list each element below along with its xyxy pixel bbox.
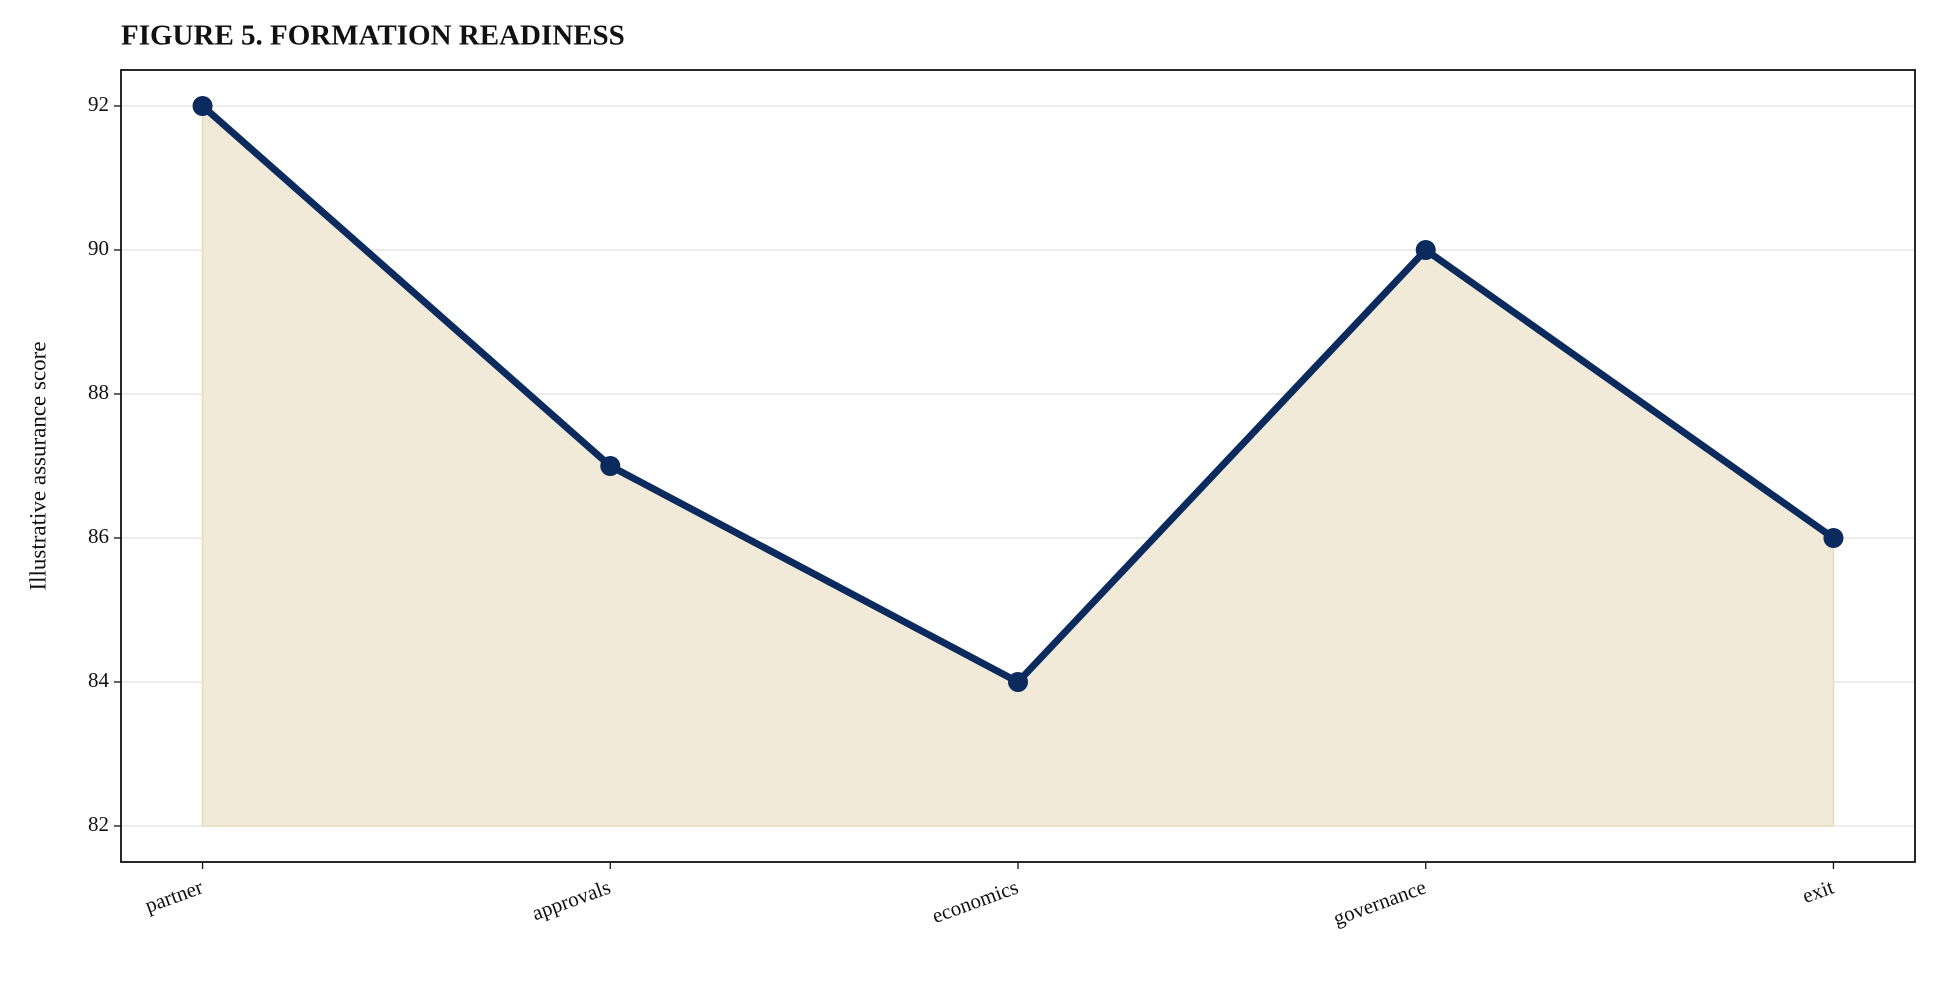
y-tick-label: 86 bbox=[88, 524, 109, 548]
y-tick-label: 88 bbox=[88, 380, 109, 404]
y-tick-label: 82 bbox=[88, 812, 109, 836]
x-tick-label: partner bbox=[142, 875, 206, 918]
y-tick-label: 84 bbox=[88, 668, 110, 692]
area bbox=[201, 104, 1835, 827]
plot-frame bbox=[120, 69, 1916, 863]
x-tick-label: economics bbox=[929, 875, 1022, 928]
y-axis-label: Illustrative assurance score bbox=[25, 341, 50, 590]
x-tick-label: governance bbox=[1330, 875, 1429, 931]
point bbox=[1415, 240, 1436, 260]
y-tick-label: 90 bbox=[88, 236, 109, 260]
x-tick-label: approvals bbox=[529, 875, 614, 925]
point bbox=[192, 96, 213, 116]
point bbox=[1823, 528, 1844, 548]
point bbox=[1008, 672, 1028, 692]
point bbox=[600, 456, 621, 476]
x-tick-label: exit bbox=[1799, 875, 1837, 908]
y-tick-label: 92 bbox=[88, 92, 109, 116]
chart-title: FIGURE 5. FORMATION READINESS bbox=[121, 20, 625, 52]
